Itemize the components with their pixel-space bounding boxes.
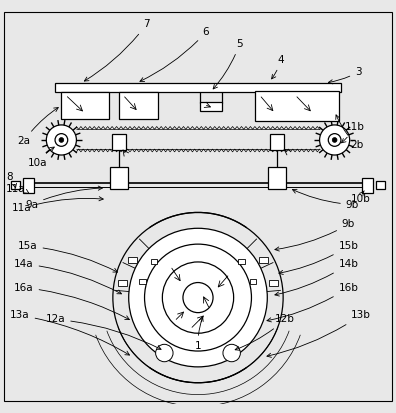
- Bar: [11, 181, 20, 189]
- Bar: [139, 279, 146, 284]
- Bar: [250, 279, 256, 284]
- Bar: [362, 178, 373, 192]
- Text: 11b: 11b: [341, 122, 364, 143]
- Text: 10b: 10b: [350, 191, 370, 204]
- Text: 16b: 16b: [267, 282, 358, 322]
- Text: 13a: 13a: [10, 311, 129, 355]
- Text: 14b: 14b: [275, 259, 358, 296]
- Text: 13b: 13b: [267, 311, 370, 357]
- Bar: [270, 134, 284, 150]
- Bar: [119, 92, 158, 119]
- Bar: [118, 280, 127, 286]
- Circle shape: [156, 344, 173, 362]
- Circle shape: [59, 138, 64, 142]
- Text: 3: 3: [328, 67, 362, 84]
- Bar: [61, 92, 109, 119]
- Text: 5: 5: [213, 39, 243, 89]
- Circle shape: [162, 262, 234, 333]
- Circle shape: [328, 134, 341, 146]
- Text: 11a: 11a: [6, 184, 29, 194]
- Circle shape: [183, 282, 213, 313]
- Text: 15a: 15a: [18, 241, 118, 272]
- Text: 8: 8: [7, 172, 17, 188]
- Text: 16a: 16a: [14, 282, 129, 320]
- Bar: [269, 280, 278, 286]
- Text: 11a: 11a: [12, 197, 103, 214]
- Text: 9b: 9b: [292, 190, 359, 209]
- Bar: [151, 259, 157, 264]
- Text: 14a: 14a: [14, 259, 122, 294]
- Bar: [128, 257, 137, 263]
- Text: 12a: 12a: [46, 314, 161, 349]
- Text: 2b: 2b: [336, 115, 363, 150]
- Text: 9a: 9a: [25, 186, 103, 209]
- Circle shape: [129, 228, 267, 367]
- Bar: [55, 83, 341, 92]
- Text: 4: 4: [272, 55, 284, 79]
- Circle shape: [320, 125, 350, 155]
- Text: 2a: 2a: [17, 107, 58, 146]
- Text: 12b: 12b: [235, 314, 295, 350]
- Text: 9b: 9b: [275, 219, 355, 251]
- Text: 1: 1: [195, 317, 203, 351]
- Circle shape: [332, 138, 337, 142]
- Bar: [376, 181, 385, 189]
- Circle shape: [223, 344, 240, 362]
- Bar: [23, 178, 34, 192]
- Bar: [238, 259, 245, 264]
- Bar: [112, 134, 126, 150]
- Text: 6: 6: [140, 27, 209, 81]
- Bar: [268, 167, 286, 189]
- Bar: [259, 257, 268, 263]
- Circle shape: [55, 134, 68, 146]
- Circle shape: [46, 125, 76, 155]
- Text: 10a: 10a: [28, 147, 54, 168]
- Bar: [255, 91, 339, 121]
- Text: 15b: 15b: [279, 241, 358, 275]
- Bar: [110, 167, 128, 189]
- Circle shape: [145, 244, 251, 351]
- Bar: [200, 102, 222, 111]
- Text: 7: 7: [84, 19, 150, 81]
